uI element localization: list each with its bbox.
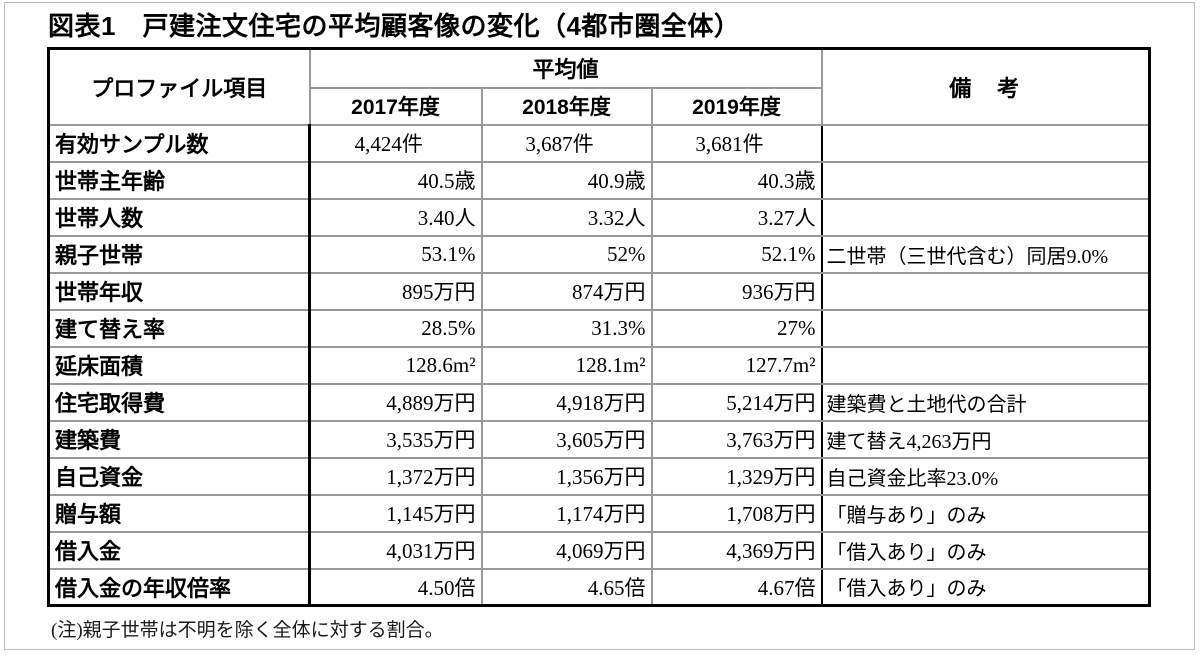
value-2019: 3,763万円 [650,419,823,459]
row-remark [820,308,1151,348]
value-2019: 4,369万円 [650,530,823,570]
value-2017: 53.1% [308,234,483,274]
row-remark: 自己資金比率23.0% [820,456,1151,496]
row-label: 有効サンプル数 [47,123,311,163]
row-label: 世帯主年齢 [47,160,311,200]
row-remark [820,123,1151,163]
value-2017: 4.50倍 [308,567,483,607]
row-label: 借入金の年収倍率 [47,567,311,607]
header-remarks: 備 考 [820,47,1151,126]
value-2018: 40.9歳 [480,160,653,200]
table-row: 建築費 3,535万円 3,605万円 3,763万円 建て替え4,263万円 [47,419,1151,459]
table-row: 親子世帯 53.1% 52% 52.1% 二世帯（三世代含む）同居9.0% [47,234,1151,274]
table-row: 有効サンプル数 4,424件 3,687件 3,681件 [47,123,1151,163]
row-label: 贈与額 [47,493,311,533]
header-profile-item: プロファイル項目 [47,47,311,126]
header-row-years: 2017年度 2018年度 2019年度 [49,86,1150,126]
value-2017: 28.5% [308,308,483,348]
value-2019: 3,681件 [650,123,823,163]
value-2018: 4.65倍 [480,567,653,607]
value-2019: 40.3歳 [650,160,823,200]
value-2018: 3,605万円 [480,419,653,459]
value-2018: 4,918万円 [480,382,653,422]
value-2017: 128.6m² [308,345,483,385]
value-2019: 1,708万円 [650,493,823,533]
row-label: 住宅取得費 [47,382,311,422]
value-2019: 1,329万円 [650,456,823,496]
row-label: 建て替え率 [47,308,311,348]
row-label: 世帯年収 [47,271,311,311]
value-2017: 4,889万円 [308,382,483,422]
value-2019: 5,214万円 [650,382,823,422]
value-2019: 3.27人 [650,197,823,237]
row-remark: 「贈与あり」のみ [820,493,1151,533]
table-row: 贈与額 1,145万円 1,174万円 1,708万円 「贈与あり」のみ [47,493,1151,533]
value-2017: 3.40人 [308,197,483,237]
table-row: 住宅取得費 4,889万円 4,918万円 5,214万円 建築費と土地代の合計 [47,382,1151,422]
value-2018: 1,174万円 [480,493,653,533]
table-body: 有効サンプル数 4,424件 3,687件 3,681件 世帯主年齢 40.5歳… [47,123,1151,607]
value-2019: 127.7m² [650,345,823,385]
value-2017: 4,031万円 [308,530,483,570]
value-2018: 874万円 [480,271,653,311]
table-row: 世帯年収 895万円 874万円 936万円 [47,271,1151,311]
row-label: 世帯人数 [47,197,311,237]
profile-data-table: プロファイル項目 平均値 備 考 2017年度 2018年度 2019年度 有効… [47,47,1151,607]
row-remark: 「借入あり」のみ [820,567,1151,607]
row-label: 親子世帯 [47,234,311,274]
row-remark [820,345,1151,385]
row-remark: 二世帯（三世代含む）同居9.0% [820,234,1151,274]
row-label: 建築費 [47,419,311,459]
value-2018: 52% [480,234,653,274]
value-2019: 52.1% [650,234,823,274]
value-2017: 40.5歳 [308,160,483,200]
value-2018: 1,356万円 [480,456,653,496]
value-2017: 895万円 [308,271,483,311]
row-remark: 建築費と土地代の合計 [820,382,1151,422]
figure-container: 図表1 戸建注文住宅の平均顧客像の変化（4都市圏全体） プロファイル項目 平均値… [47,11,1151,642]
table-row: 建て替え率 28.5% 31.3% 27% [47,308,1151,348]
value-2018: 3.32人 [480,197,653,237]
value-2019: 936万円 [650,271,823,311]
row-remark [820,271,1151,311]
table-row: 自己資金 1,372万円 1,356万円 1,329万円 自己資金比率23.0% [47,456,1151,496]
value-2017: 1,145万円 [308,493,483,533]
value-2019: 27% [650,308,823,348]
table-row: 世帯主年齢 40.5歳 40.9歳 40.3歳 [47,160,1151,200]
value-2018: 128.1m² [480,345,653,385]
table-row: 借入金 4,031万円 4,069万円 4,369万円 「借入あり」のみ [47,530,1151,570]
row-remark [820,197,1151,237]
value-2017: 3,535万円 [308,419,483,459]
header-year-2018: 2018年度 [480,86,653,126]
row-remark: 「借入あり」のみ [820,530,1151,570]
table-row: 世帯人数 3.40人 3.32人 3.27人 [47,197,1151,237]
row-label: 延床面積 [47,345,311,385]
table-header: プロファイル項目 平均値 備 考 2017年度 2018年度 2019年度 [47,47,1151,126]
footnote: (注)親子世帯は不明を除く全体に対する割合。 [51,620,444,641]
figure-title: 図表1 戸建注文住宅の平均顧客像の変化（4都市圏全体） [48,11,741,41]
header-row-group: プロファイル項目 平均値 備 考 [47,47,1151,126]
header-year-2019: 2019年度 [650,86,823,126]
row-remark: 建て替え4,263万円 [820,419,1151,459]
header-average-group: 平均値 [308,47,823,89]
value-2017: 1,372万円 [308,456,483,496]
table-row: 借入金の年収倍率 4.50倍 4.65倍 4.67倍 「借入あり」のみ [47,567,1151,607]
value-2019: 4.67倍 [650,567,823,607]
table-row: 延床面積 128.6m² 128.1m² 127.7m² [47,345,1151,385]
value-2017: 4,424件 [308,123,483,163]
header-year-2017: 2017年度 [308,86,483,126]
row-remark [820,160,1151,200]
value-2018: 31.3% [480,308,653,348]
value-2018: 4,069万円 [480,530,653,570]
value-2018: 3,687件 [480,123,653,163]
row-label: 借入金 [47,530,311,570]
row-label: 自己資金 [47,456,311,496]
